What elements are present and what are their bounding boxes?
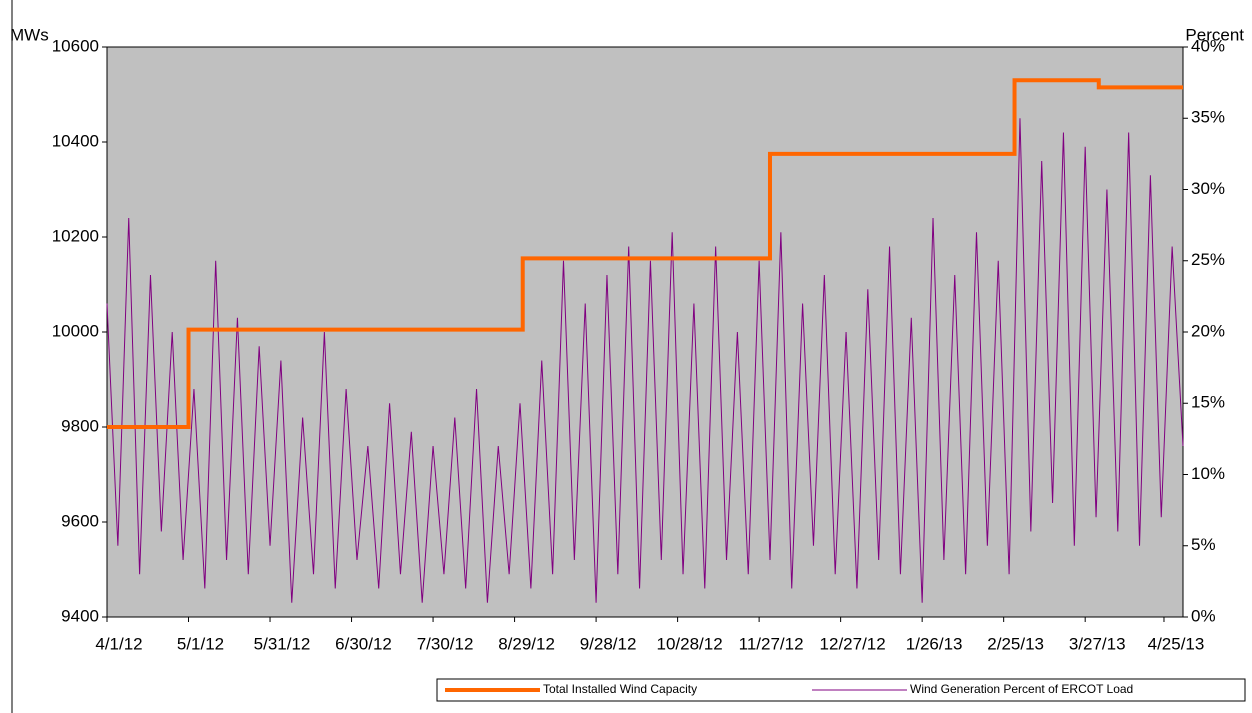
x-tick-label: 8/29/12 — [498, 634, 555, 653]
y2-tick-label: 0% — [1191, 606, 1216, 625]
y2-tick-label: 40% — [1191, 36, 1225, 55]
y2-axis-label: Percent — [1185, 25, 1244, 44]
y2-tick-label: 20% — [1191, 321, 1225, 340]
legend-label leg: Total Installed Wind Capacity — [543, 682, 697, 696]
y2-tick-label: 30% — [1191, 179, 1225, 198]
x-tick-label: 6/30/12 — [335, 634, 392, 653]
x-tick-label: 4/25/13 — [1148, 634, 1205, 653]
x-tick-label: 2/25/13 — [987, 634, 1044, 653]
y-tick-label: 10600 — [52, 36, 99, 55]
y-tick-label: 9800 — [61, 416, 99, 435]
y-tick-label: 10400 — [52, 131, 99, 150]
series-line — [107, 78, 1183, 429]
plot-area — [106, 46, 1184, 618]
y2-tick-label: 10% — [1191, 464, 1225, 483]
y2-tick-label: 15% — [1191, 393, 1225, 412]
x-tick-label: 9/28/12 — [580, 634, 637, 653]
x-tick-label: 7/30/12 — [417, 634, 474, 653]
y2-tick-label: 25% — [1191, 250, 1225, 269]
x-tick-label: 10/28/12 — [657, 634, 723, 653]
y-axis-label: MWs — [10, 25, 49, 44]
x-tick-label: 12/27/12 — [820, 634, 886, 653]
y-tick-label: 9400 — [61, 606, 99, 625]
x-tick-label: 4/1/12 — [95, 634, 142, 653]
y2-tick-label: 35% — [1191, 108, 1225, 127]
y-tick-label: 10000 — [52, 321, 99, 340]
x-tick-label: 5/1/12 — [177, 634, 224, 653]
x-tick-label: 5/31/12 — [254, 634, 311, 653]
x-tick-label: 11/27/12 — [739, 634, 804, 653]
x-tick-label: 1/26/13 — [906, 634, 963, 653]
legend-label leg: Wind Generation Percent of ERCOT Load — [910, 682, 1133, 696]
y-tick-label: 9600 — [61, 511, 99, 530]
y2-tick-label: 5% — [1191, 535, 1216, 554]
series-line — [106, 118, 1184, 603]
x-tick-label: 3/27/13 — [1069, 634, 1126, 653]
y-tick-label: 10200 — [52, 226, 99, 245]
